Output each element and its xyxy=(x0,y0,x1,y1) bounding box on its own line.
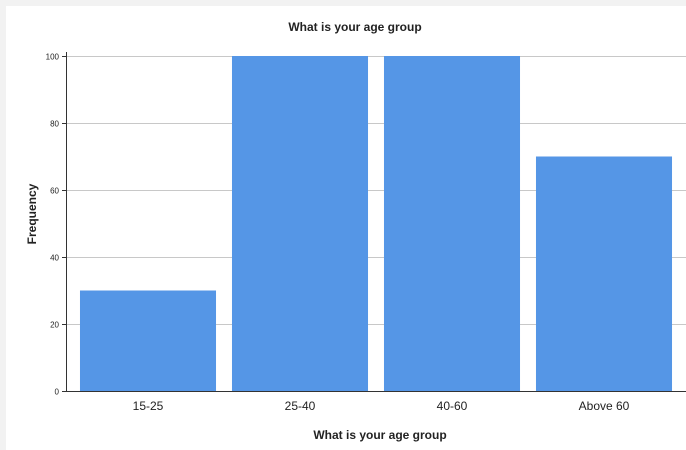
y-tick-label: 20 xyxy=(50,321,59,330)
bar-15-25 xyxy=(79,290,217,391)
x-tick-label: 15-25 xyxy=(133,399,164,413)
y-tick-label: 60 xyxy=(50,187,59,196)
y-tick-label: 80 xyxy=(50,120,59,129)
y-tick-labels: 0 20 40 60 80 100 xyxy=(46,53,60,397)
x-tick-label: 25-40 xyxy=(285,399,316,413)
bars xyxy=(79,56,673,391)
x-axis-title: What is your age group xyxy=(313,428,446,442)
bar-25-40 xyxy=(231,56,369,391)
x-tick-label: Above 60 xyxy=(579,399,630,413)
bar-above-60 xyxy=(535,156,673,391)
chart-title: What is your age group xyxy=(288,20,421,34)
y-tick-label: 100 xyxy=(46,53,60,62)
y-axis-title: Frequency xyxy=(25,183,39,244)
x-tick-label: 40-60 xyxy=(437,399,468,413)
bar-40-60 xyxy=(383,56,521,391)
axes xyxy=(62,52,686,392)
y-tick-label: 40 xyxy=(50,254,59,263)
x-tick-labels: 15-25 25-40 40-60 Above 60 xyxy=(133,399,630,413)
y-tick-label: 0 xyxy=(55,388,60,397)
